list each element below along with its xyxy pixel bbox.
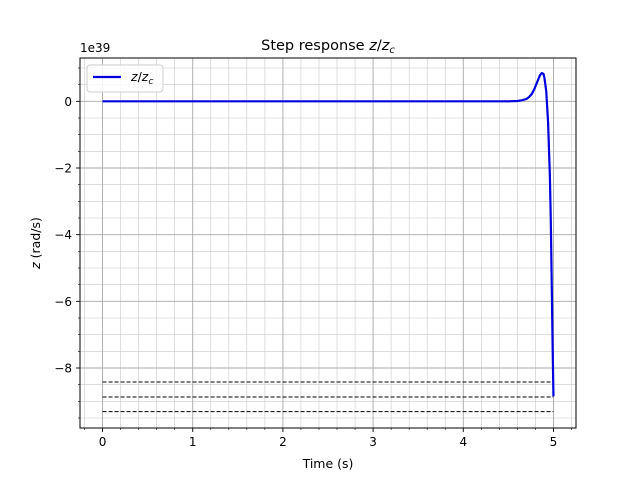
legend: z/zc [86,64,164,93]
y-tick-label: −4 [54,228,72,242]
chart-title: Step response z/zc [261,38,395,56]
legend-label: z/zc [130,69,153,87]
plot-area: 0 1 2 3 4 5 0 −2 −4 −6 −8 [54,57,577,449]
x-tick-label: 1 [189,435,197,449]
y-tick-label: 0 [64,95,72,109]
x-tick-label: 5 [550,435,558,449]
axes-frame [79,57,577,429]
y-tick-label: −8 [54,362,72,376]
y-offset-text: 1e39 [80,41,110,55]
series-lines [102,71,555,397]
grid-lines [80,58,576,428]
x-tick-labels: 0 1 2 3 4 5 [99,435,558,449]
y-axis-label: z (rad/s) [28,217,43,270]
x-axis-label: Time (s) [302,456,354,471]
tick-marks [76,67,572,432]
reference-lines [102,381,554,413]
y-tick-label: −2 [54,162,72,176]
y-tick-labels: 0 −2 −4 −6 −8 [54,95,72,376]
x-tick-label: 3 [369,435,377,449]
x-tick-label: 2 [279,435,287,449]
legend-box [86,64,164,93]
step-response-line [102,71,555,397]
x-tick-label: 4 [459,435,467,449]
y-tick-label: −6 [54,295,72,309]
x-tick-label: 0 [99,435,107,449]
